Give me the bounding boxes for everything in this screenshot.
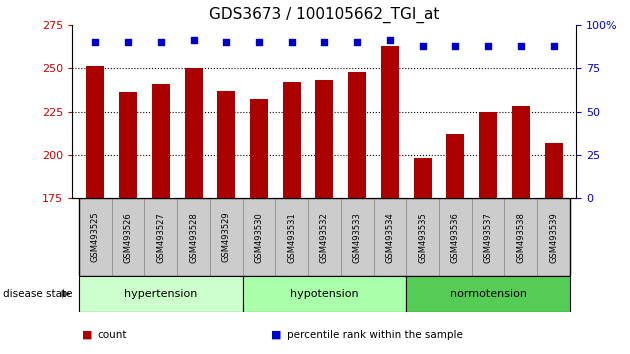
Bar — [472, 198, 505, 276]
Point — [287, 39, 297, 45]
Bar — [414, 158, 432, 198]
Bar — [79, 276, 243, 312]
Bar — [505, 198, 537, 276]
Text: GSM493533: GSM493533 — [353, 212, 362, 263]
Bar — [447, 134, 464, 198]
Point — [319, 39, 329, 45]
Bar — [406, 198, 439, 276]
Text: GSM493535: GSM493535 — [418, 212, 427, 263]
Text: GSM493537: GSM493537 — [484, 212, 493, 263]
Bar — [144, 198, 177, 276]
Text: GSM493534: GSM493534 — [386, 212, 394, 263]
Text: GSM493531: GSM493531 — [287, 212, 296, 263]
Text: GSM493539: GSM493539 — [549, 212, 558, 263]
Bar — [275, 198, 308, 276]
Bar — [119, 92, 137, 198]
Bar — [439, 198, 472, 276]
Text: GSM493528: GSM493528 — [189, 212, 198, 263]
Bar — [243, 276, 406, 312]
Text: GSM493527: GSM493527 — [156, 212, 165, 263]
Bar — [243, 198, 275, 276]
Text: GSM493529: GSM493529 — [222, 212, 231, 263]
Text: hypertension: hypertension — [124, 289, 197, 299]
Point — [516, 43, 526, 48]
Bar — [210, 198, 243, 276]
Point — [450, 43, 461, 48]
Text: count: count — [98, 330, 127, 339]
Bar — [152, 84, 170, 198]
Bar — [217, 91, 235, 198]
Text: GSM493530: GSM493530 — [255, 212, 263, 263]
Title: GDS3673 / 100105662_TGI_at: GDS3673 / 100105662_TGI_at — [209, 7, 440, 23]
Bar — [283, 82, 301, 198]
Bar — [316, 80, 333, 198]
Text: disease state: disease state — [3, 289, 72, 299]
Point — [221, 39, 231, 45]
Point — [418, 43, 428, 48]
Bar — [86, 67, 105, 198]
Text: percentile rank within the sample: percentile rank within the sample — [287, 330, 462, 339]
Point — [156, 39, 166, 45]
Bar — [177, 198, 210, 276]
Point — [90, 39, 100, 45]
Text: hypotension: hypotension — [290, 289, 358, 299]
Bar — [374, 198, 406, 276]
Bar — [308, 198, 341, 276]
Text: GSM493532: GSM493532 — [320, 212, 329, 263]
Point — [254, 39, 264, 45]
Point — [549, 43, 559, 48]
Text: GSM493538: GSM493538 — [517, 212, 525, 263]
Bar — [406, 276, 570, 312]
Bar — [341, 198, 374, 276]
Text: ■: ■ — [82, 330, 93, 339]
Bar — [479, 112, 497, 198]
Point — [123, 39, 133, 45]
Bar — [512, 106, 530, 198]
Bar — [348, 72, 366, 198]
Text: GSM493525: GSM493525 — [91, 212, 100, 263]
Point — [385, 38, 395, 43]
Bar — [79, 198, 112, 276]
Point — [483, 43, 493, 48]
Text: ■: ■ — [271, 330, 282, 339]
Bar — [112, 198, 144, 276]
Point — [188, 38, 198, 43]
Bar — [537, 198, 570, 276]
Bar — [544, 143, 563, 198]
Text: normotension: normotension — [450, 289, 527, 299]
Text: GSM493526: GSM493526 — [123, 212, 132, 263]
Point — [352, 39, 362, 45]
Bar — [185, 68, 202, 198]
Text: GSM493536: GSM493536 — [451, 212, 460, 263]
Bar — [250, 99, 268, 198]
Bar — [381, 46, 399, 198]
